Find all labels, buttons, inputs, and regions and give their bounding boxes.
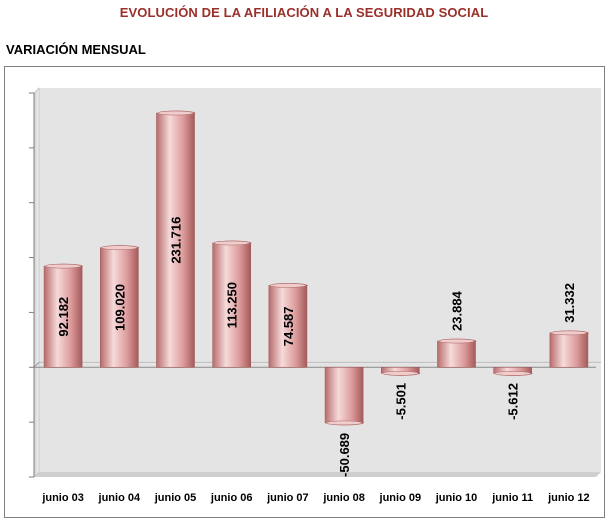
bar-top bbox=[325, 420, 363, 426]
data-label: -50.689 bbox=[337, 433, 352, 477]
bar-top bbox=[269, 283, 307, 288]
data-label: -5.612 bbox=[506, 383, 521, 420]
x-tick-label: junio 12 bbox=[547, 492, 590, 504]
bar-top bbox=[101, 245, 138, 250]
data-label: 92.182 bbox=[56, 297, 71, 337]
bar bbox=[212, 242, 251, 368]
bar bbox=[156, 112, 195, 368]
data-label: -5.501 bbox=[393, 383, 408, 420]
chart-subtitle: VARIACIÓN MENSUAL bbox=[6, 42, 146, 57]
bar bbox=[437, 340, 476, 368]
x-tick-label: junio 08 bbox=[322, 492, 365, 504]
x-tick-label: junio 09 bbox=[379, 492, 422, 504]
zero-line-depth bbox=[33, 362, 40, 368]
bar-top bbox=[494, 371, 531, 376]
x-tick-label: junio 05 bbox=[154, 492, 197, 504]
bar bbox=[268, 285, 308, 368]
side-wall bbox=[33, 87, 40, 478]
x-tick-label: junio 11 bbox=[491, 492, 533, 504]
data-label: 23.884 bbox=[450, 290, 465, 331]
bar-top bbox=[382, 371, 419, 376]
floor bbox=[34, 472, 601, 477]
x-tick-label: junio 06 bbox=[210, 492, 253, 504]
chart-title: EVOLUCIÓN DE LA AFILIACIÓN A LA SEGURIDA… bbox=[119, 5, 489, 20]
x-tick-label: junio 10 bbox=[435, 492, 478, 504]
data-label: 113.250 bbox=[225, 282, 240, 328]
x-tick-label: junio 07 bbox=[266, 492, 309, 504]
data-label: 231.716 bbox=[169, 217, 184, 264]
bar bbox=[100, 247, 139, 368]
x-axis-labels: junio 03 junio 04 junio 05 junio 06 junio 07… bbox=[41, 492, 589, 504]
bar bbox=[43, 265, 83, 368]
data-labels: 92.182 109.020 231.716 113.250 74.587 -50.689… bbox=[56, 217, 577, 477]
bar bbox=[549, 332, 589, 368]
x-tick-label: junio 04 bbox=[98, 492, 141, 504]
bar-top bbox=[44, 263, 82, 269]
bar-top bbox=[438, 338, 475, 344]
bars bbox=[43, 110, 589, 426]
data-label: 31.332 bbox=[562, 283, 577, 323]
x-tick-label: junio 03 bbox=[41, 492, 84, 504]
data-label: 109.020 bbox=[112, 284, 127, 331]
bar-top bbox=[213, 240, 250, 246]
bar-top bbox=[550, 330, 588, 336]
bar bbox=[324, 366, 364, 424]
data-label: 74.587 bbox=[281, 306, 296, 346]
bar-top bbox=[157, 110, 194, 116]
